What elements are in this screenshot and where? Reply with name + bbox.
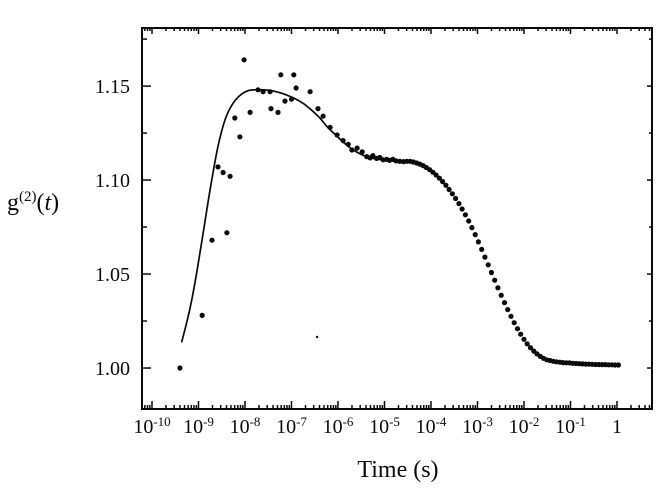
y-axis-title-base: g xyxy=(7,190,19,216)
data-point xyxy=(482,254,488,260)
y-tick-label: 1.15 xyxy=(95,76,130,98)
axis-ticks xyxy=(142,28,652,409)
data-point xyxy=(475,239,481,245)
fit-curve xyxy=(180,88,409,343)
data-point xyxy=(505,307,511,313)
data-point xyxy=(449,191,455,197)
x-tick-label: 10-9 xyxy=(183,414,214,438)
data-point xyxy=(359,149,365,155)
data-point xyxy=(220,169,226,176)
data-point xyxy=(282,98,288,104)
data-point xyxy=(209,237,215,243)
data-point xyxy=(247,109,253,115)
data-point xyxy=(345,141,351,147)
y-axis-title-open-paren: ( xyxy=(37,190,45,216)
data-point xyxy=(462,212,468,218)
data-point xyxy=(498,292,504,298)
x-tick-label: 10-7 xyxy=(276,414,307,438)
data-point xyxy=(511,320,517,326)
small-stray-point xyxy=(315,335,319,339)
data-point xyxy=(320,113,326,119)
x-axis-title: Time (s) xyxy=(357,457,438,483)
data-point xyxy=(527,345,534,351)
data-point xyxy=(446,186,452,193)
data-point xyxy=(485,262,491,268)
data-point xyxy=(615,362,622,368)
y-axis-title-argument: t xyxy=(45,190,53,216)
data-point xyxy=(340,138,346,144)
data-point xyxy=(199,312,205,318)
data-point xyxy=(521,336,527,342)
x-tick-label: 10-6 xyxy=(323,414,354,438)
data-point xyxy=(268,106,274,112)
x-tick-label: 10-5 xyxy=(369,414,400,438)
data-point xyxy=(327,124,333,130)
data-point xyxy=(472,232,478,238)
data-point xyxy=(440,179,446,185)
data-point xyxy=(275,109,281,115)
data-point xyxy=(433,172,439,178)
data-point xyxy=(459,206,465,212)
data-point xyxy=(479,246,485,252)
data-point xyxy=(514,326,521,332)
data-point xyxy=(288,96,295,102)
data-point xyxy=(278,72,284,78)
data-point xyxy=(397,158,403,164)
data-point xyxy=(315,106,321,112)
data-point xyxy=(224,230,230,236)
y-axis-title: g(2)(t) xyxy=(7,189,59,216)
plot-frame xyxy=(141,27,653,410)
data-point xyxy=(293,85,299,91)
data-point xyxy=(177,365,183,371)
y-tick-label: 1.10 xyxy=(95,170,130,192)
data-point xyxy=(492,277,498,283)
data-point xyxy=(456,201,462,207)
x-tick-label: 10-2 xyxy=(509,414,540,438)
data-point xyxy=(255,87,261,93)
x-tick-label: 10-3 xyxy=(462,414,493,438)
plot-content xyxy=(177,57,622,371)
x-tick-label: 1 xyxy=(612,416,622,438)
y-tick-label: 1.05 xyxy=(95,264,130,286)
data-point xyxy=(232,115,238,121)
data-point xyxy=(291,72,297,78)
x-tick-label: 10-4 xyxy=(416,414,447,438)
data-point xyxy=(488,269,494,276)
data-point xyxy=(495,285,501,291)
data-point xyxy=(370,153,376,159)
data-point xyxy=(469,225,475,231)
data-point xyxy=(443,182,449,188)
data-point xyxy=(241,57,247,63)
data-point xyxy=(334,132,340,138)
x-tick-label: 10-1 xyxy=(555,414,586,438)
data-point xyxy=(501,300,508,306)
data-point xyxy=(237,134,243,140)
data-point xyxy=(260,89,266,95)
data-point xyxy=(508,313,514,319)
data-point xyxy=(349,147,355,153)
data-point xyxy=(453,195,459,202)
axis-tick-labels: 10-10 10-9 10-8 10-7 10-6 10-5 10-4 10-3 10-2 10-… xyxy=(95,76,622,438)
data-point xyxy=(267,89,273,95)
y-axis-title-superscript: (2) xyxy=(19,189,37,205)
data-point xyxy=(215,164,221,170)
data-point xyxy=(436,175,442,181)
data-point xyxy=(307,89,313,95)
y-tick-label: 1.00 xyxy=(95,358,130,380)
data-point xyxy=(524,341,530,347)
data-point xyxy=(227,173,233,179)
data-point xyxy=(466,218,472,224)
y-axis-title-close-paren: ) xyxy=(51,190,59,216)
x-tick-label: 10-10 xyxy=(133,414,170,438)
data-point xyxy=(354,145,360,151)
data-point xyxy=(518,331,524,337)
x-tick-label: 10-8 xyxy=(230,414,261,438)
